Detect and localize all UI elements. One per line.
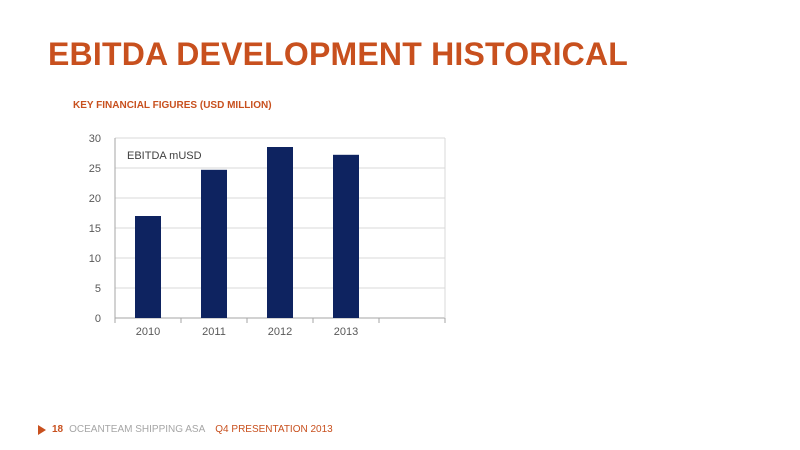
x-tick-label: 2011 [202, 326, 226, 338]
y-tick-label: 0 [95, 313, 101, 325]
x-tick-label: 2012 [268, 326, 292, 338]
y-tick-label: 20 [89, 193, 101, 205]
y-tick-label: 15 [89, 223, 101, 235]
presentation-name: Q4 PRESENTATION 2013 [215, 424, 333, 435]
chart-subtitle: KEY FINANCIAL FIGURES (USD MILLION) [73, 100, 272, 111]
bar [333, 154, 359, 318]
bar [201, 169, 227, 318]
company-name: OCEANTEAM SHIPPING ASA [69, 424, 206, 435]
y-tick-label: 10 [89, 253, 101, 265]
bar [267, 147, 293, 318]
triangle-arrow-icon [38, 424, 46, 435]
bar [135, 216, 161, 318]
slide-title: EBITDA DEVELOPMENT HISTORICAL [48, 36, 629, 72]
y-tick-label: 25 [89, 163, 101, 175]
y-tick-label: 5 [95, 283, 101, 295]
page-number: 18 [52, 424, 64, 435]
footer: 18 OCEANTEAM SHIPPING ASA Q4 PRESENTATIO… [38, 424, 333, 435]
x-tick-label: 2013 [334, 326, 358, 338]
y-tick-label: 30 [89, 133, 101, 145]
x-tick-label: 2010 [136, 326, 160, 338]
legend-label: EBITDA mUSD [127, 150, 202, 162]
